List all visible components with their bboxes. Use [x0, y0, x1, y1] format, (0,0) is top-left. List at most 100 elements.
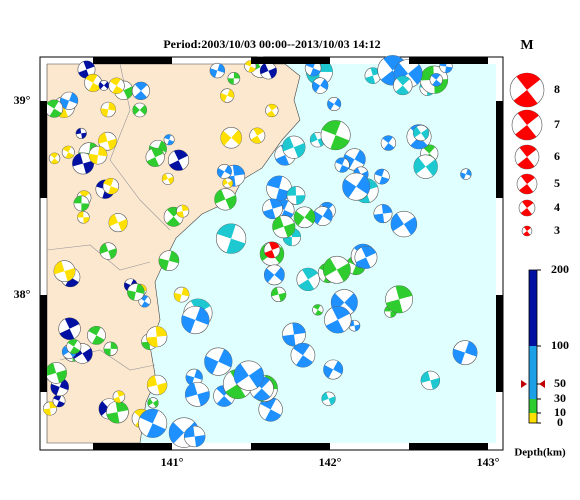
- beachball-lobe: [383, 143, 395, 151]
- beachball-lobe: [272, 216, 284, 231]
- beachball-lobe: [523, 226, 531, 231]
- beachball-lobe: [169, 422, 185, 444]
- beachball-lobe: [385, 299, 403, 313]
- beachball-lobe: [275, 154, 290, 166]
- beachball-lobe: [217, 63, 225, 73]
- beachball-lobe: [390, 311, 397, 318]
- beachball-lobe: [185, 382, 198, 398]
- beachball-lobe: [49, 108, 62, 118]
- beachball-lobe: [98, 146, 108, 157]
- border-stripe: [40, 101, 47, 198]
- beachball-lobe: [274, 267, 285, 282]
- beachball-lobe: [328, 396, 336, 406]
- border-stripe: [496, 295, 503, 392]
- beachball-lobe: [327, 100, 335, 110]
- beachball-lobe: [62, 146, 72, 153]
- beachball-lobe: [231, 129, 242, 145]
- beachball-lobe: [98, 82, 104, 90]
- beachball-lobe: [181, 205, 189, 212]
- beachball-lobe: [315, 309, 323, 316]
- beachball-lobe: [147, 398, 153, 406]
- beachball-lobe: [146, 423, 166, 438]
- beachball-lobe: [135, 283, 145, 294]
- depth-band: [529, 346, 537, 399]
- beachball-lobe: [65, 152, 74, 159]
- magnitude-title: M: [520, 38, 533, 53]
- beachball-lobe: [134, 82, 148, 91]
- beachball-lobe: [167, 176, 174, 185]
- beachball-lobe: [134, 409, 148, 419]
- beachball-lobe: [118, 219, 128, 232]
- beachball-lobe: [244, 60, 253, 67]
- beachball-lobe: [99, 243, 109, 254]
- depth-label: 50: [554, 376, 566, 390]
- beachball-lobe: [519, 145, 537, 157]
- depth-label: 10: [554, 405, 566, 419]
- beachball-lobe: [162, 173, 168, 182]
- beachball-lobe: [224, 165, 232, 176]
- beachball-lobe: [336, 262, 351, 282]
- beachball-lobe: [396, 76, 410, 86]
- beachball-lobe: [81, 203, 90, 212]
- beachball-lobe: [382, 135, 393, 144]
- beachball-lobe: [103, 348, 111, 356]
- beachball-lobe: [395, 285, 413, 300]
- beachball-lobe: [73, 195, 82, 204]
- beachball-lobe: [227, 78, 234, 85]
- beachball-lobe: [204, 355, 219, 375]
- beachball-lobe: [283, 222, 295, 238]
- beachball-lobe: [216, 223, 236, 239]
- beachball-lobe: [268, 104, 278, 111]
- beachball-lobe: [217, 167, 225, 178]
- beachball-lobe: [310, 68, 321, 77]
- beachball-lobe: [413, 126, 422, 138]
- lat-label: 38°: [14, 287, 31, 301]
- beachball-lobe: [108, 102, 116, 111]
- beachball-lobe: [519, 184, 534, 194]
- beachball-lobe: [263, 208, 276, 219]
- beachball-lobe: [98, 401, 110, 416]
- beachball-lobe: [304, 208, 316, 224]
- beachball-lobe: [313, 304, 321, 310]
- beachball-lobe: [517, 110, 539, 125]
- beachball-lobe: [167, 139, 174, 145]
- beachball-lobe: [108, 214, 119, 227]
- beachball-lobe: [465, 341, 478, 357]
- beachball-lobe: [157, 382, 167, 395]
- beachball-lobe: [214, 189, 226, 204]
- beachball-lobe: [72, 153, 84, 167]
- beachball-lobe: [283, 236, 292, 246]
- beachball-lobe: [373, 213, 385, 223]
- beachball-lobe: [302, 268, 318, 280]
- beachball-lobe: [62, 345, 70, 356]
- beachball-lobe: [190, 298, 211, 314]
- beachball-lobe: [77, 211, 84, 218]
- beachball-lobe: [381, 204, 393, 214]
- beachball-lobe: [124, 282, 131, 291]
- beachball-lobe: [234, 363, 249, 385]
- border-stripe: [40, 295, 47, 392]
- beachball-lobe: [92, 335, 105, 345]
- magnitude-label: 5: [554, 176, 560, 190]
- beachball-lobe: [169, 160, 184, 171]
- beachball-lobe: [271, 287, 279, 297]
- beachball-lobe: [333, 361, 343, 375]
- magnitude-legend: 8 7 6 5 4 3: [509, 72, 560, 237]
- beachball-lobe: [264, 250, 275, 258]
- beachball-lobe: [132, 105, 140, 115]
- beachball-lobe: [194, 369, 203, 380]
- depth-label: 100: [551, 338, 569, 352]
- beachball-lobe: [408, 64, 423, 85]
- beachball-lobe: [323, 257, 337, 277]
- beachball-lobe: [342, 178, 357, 198]
- beachball-lobe: [115, 401, 129, 413]
- beachball-lobe: [134, 90, 147, 100]
- beachball-lobe: [82, 348, 93, 362]
- beachball-lobe: [195, 307, 210, 325]
- beachball-lobe: [146, 336, 158, 347]
- beachball-lobe: [403, 216, 417, 235]
- beachball-lobe: [181, 315, 196, 333]
- beachball-lobe: [253, 127, 264, 136]
- beachball-lobe: [430, 377, 440, 390]
